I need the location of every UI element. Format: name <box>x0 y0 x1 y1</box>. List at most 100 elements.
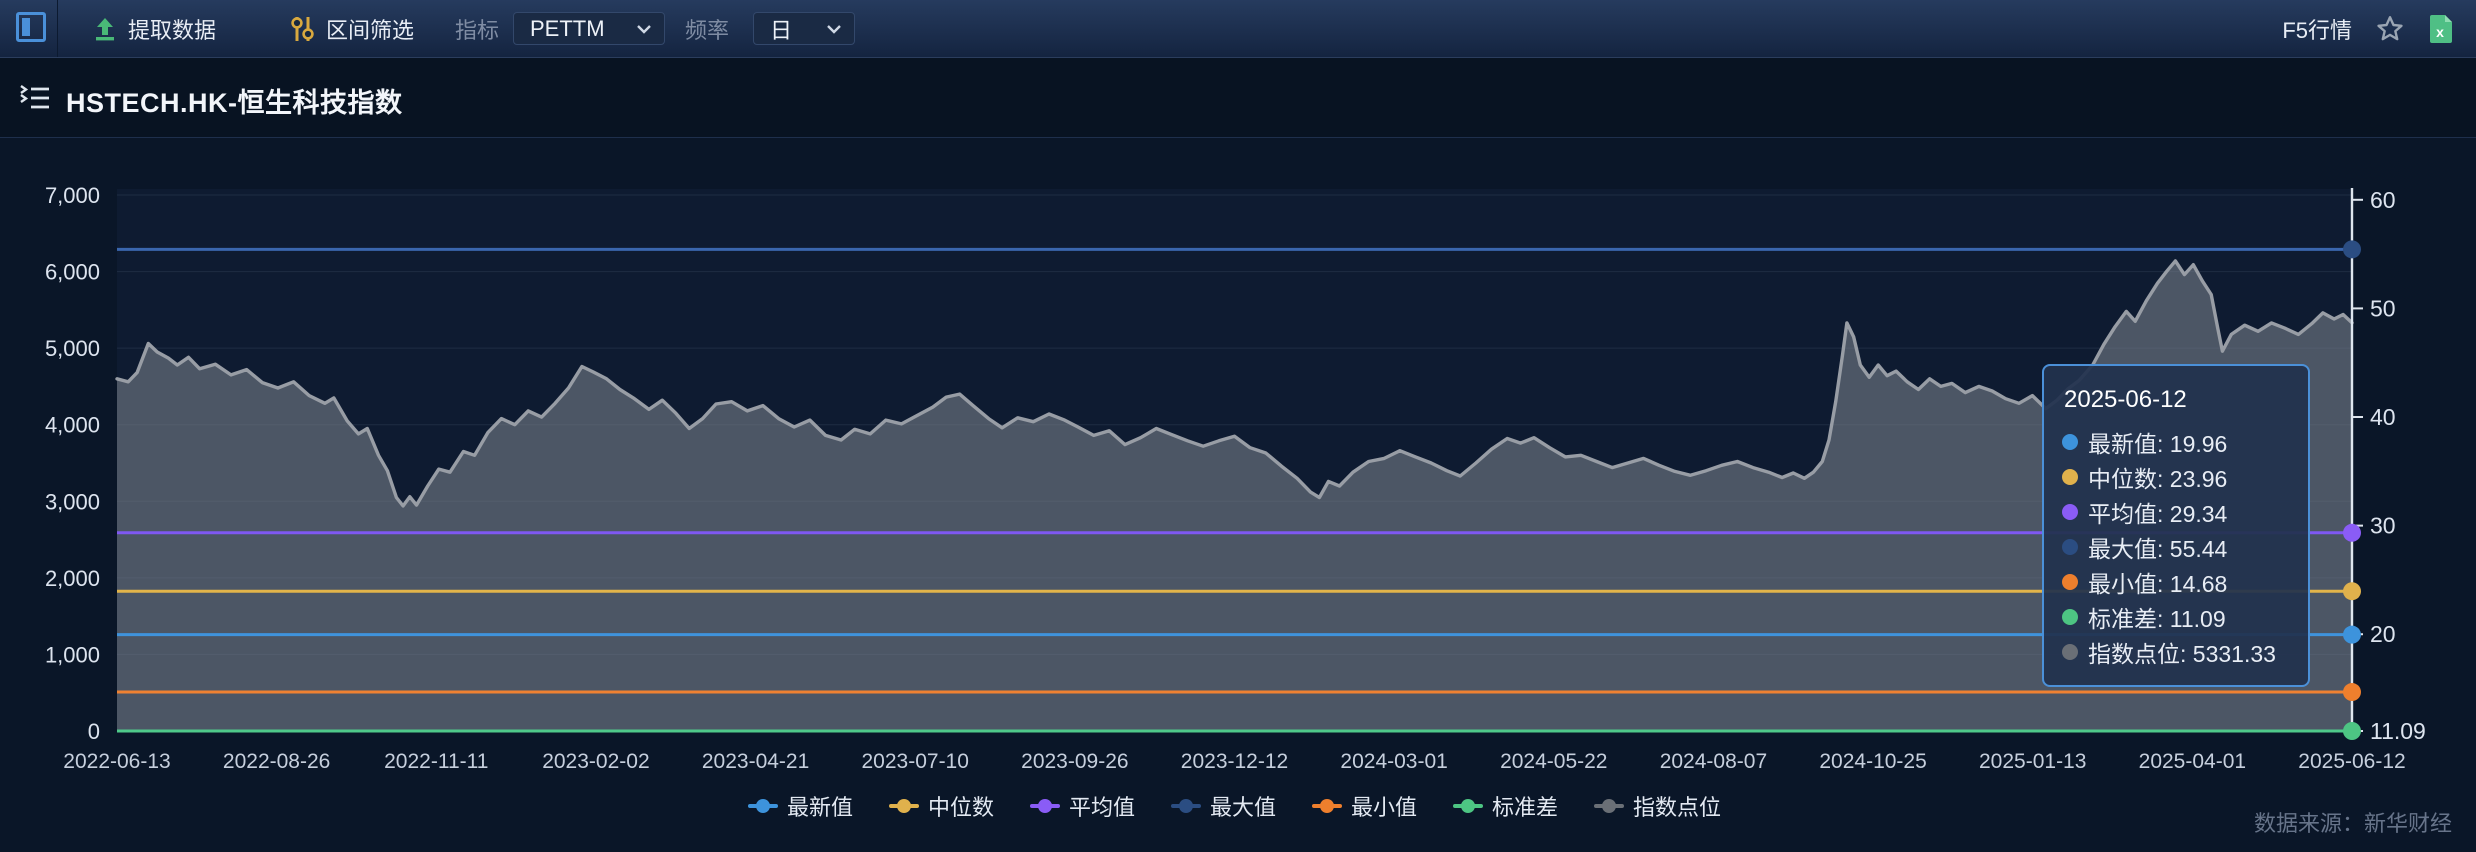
x-axis-tick-label: 2023-07-10 <box>862 750 969 773</box>
legend-item-label: 指数点位 <box>1633 795 1722 820</box>
stat-endpoint-dot-最新值 <box>2343 625 2361 644</box>
tooltip-row-text: 最新值: 19.96 <box>2088 430 2228 457</box>
tooltip-row-标准差: 标准差: 11.09 <box>2062 599 2290 634</box>
toolbar-divider <box>57 0 58 57</box>
left-axis-tick-label: 5,000 <box>45 336 100 361</box>
tooltip-series-dot <box>2062 643 2078 660</box>
data-source-note: 数据来源：新华财经 <box>2253 811 2452 836</box>
tooltip-series-dot <box>2062 538 2078 555</box>
tooltip-row-指数点位: 指数点位: 5331.33 <box>2062 634 2290 669</box>
x-axis-tick-label: 2022-11-11 <box>384 750 488 773</box>
frequency-value: 日 <box>770 17 793 43</box>
left-axis-tick-label: 2,000 <box>45 566 100 591</box>
page-title: HSTECH.HK-恒生科技指数 <box>66 88 403 118</box>
outline-list-icon[interactable] <box>18 83 52 113</box>
chevron-down-icon <box>637 24 651 34</box>
tooltip-series-dot <box>2062 573 2078 590</box>
legend-item-label: 最小值 <box>1351 795 1418 820</box>
indicator-value: PETTM <box>530 15 605 41</box>
legend-item-label: 平均值 <box>1068 795 1135 820</box>
legend-item-最新值[interactable]: 最新值 <box>747 790 853 822</box>
legend-item-label: 标准差 <box>1492 795 1559 820</box>
legend-marker-icon <box>1029 799 1060 813</box>
left-axis-tick-label: 4,000 <box>45 413 100 438</box>
filter-sliders-icon <box>291 16 314 41</box>
frequency-label: 频率 <box>685 17 730 43</box>
x-axis-tick-label: 2024-08-07 <box>1660 750 1767 773</box>
legend-item-中位数[interactable]: 中位数 <box>888 790 994 822</box>
legend-item-标准差[interactable]: 标准差 <box>1453 790 1558 822</box>
x-axis-tick-label: 2025-01-13 <box>1979 750 2086 773</box>
range-filter-button[interactable]: 区间筛选 <box>288 0 414 57</box>
legend-item-平均值[interactable]: 平均值 <box>1029 790 1135 822</box>
chart-legend: 最新值 中位数 平均值 最大值 最小值 标准差 指数点位 <box>117 790 2352 822</box>
x-axis-tick-label: 2024-10-25 <box>1819 750 1926 773</box>
left-axis-tick-label: 0 <box>88 719 100 744</box>
tooltip-row-text: 标准差: 11.09 <box>2088 605 2226 632</box>
right-axis-tick-label: 50 <box>2370 295 2396 321</box>
left-axis-tick-label: 1,000 <box>45 642 100 667</box>
tooltip-series-dot <box>2062 503 2078 520</box>
range-filter-label: 区间筛选 <box>326 17 415 43</box>
legend-marker-icon <box>888 799 919 813</box>
x-axis-tick-label: 2025-06-12 <box>2298 750 2405 773</box>
f5-quote-link[interactable]: F5行情 <box>2282 17 2352 43</box>
tooltip-row-平均值: 平均值: 29.34 <box>2062 494 2290 529</box>
left-axis-tick-label: 7,000 <box>45 183 100 208</box>
indicator-select[interactable]: PETTM <box>513 12 665 45</box>
left-axis-tick-label: 3,000 <box>45 489 100 514</box>
legend-item-label: 最新值 <box>786 795 853 820</box>
x-axis-tick-label: 2022-06-13 <box>63 750 170 773</box>
x-axis-tick-label: 2022-08-26 <box>223 750 330 773</box>
stat-endpoint-dot-中位数 <box>2343 582 2361 601</box>
legend-item-最小值[interactable]: 最小值 <box>1312 790 1417 822</box>
svg-text:x: x <box>2436 24 2444 40</box>
star-favorite-icon[interactable] <box>2374 13 2406 45</box>
x-axis-tick-label: 2023-04-21 <box>702 750 809 773</box>
left-axis-tick-label: 6,000 <box>45 260 100 285</box>
legend-marker-icon <box>1312 799 1342 813</box>
tooltip-series-dot <box>2062 433 2078 450</box>
index-area-fill <box>117 260 2352 731</box>
legend-item-label: 最大值 <box>1209 795 1276 820</box>
upload-icon <box>96 17 114 40</box>
excel-export-icon[interactable]: x <box>2428 14 2454 44</box>
legend-marker-icon <box>1170 799 1201 813</box>
legend-marker-icon <box>747 799 778 813</box>
tooltip-series-dot <box>2062 468 2078 485</box>
right-axis-tick-label: 11.09 <box>2370 718 2426 744</box>
x-axis-tick-label: 2024-05-22 <box>1500 750 1607 773</box>
tooltip-row-text: 指数点位: 5331.33 <box>2088 640 2276 667</box>
x-axis-tick-label: 2024-03-01 <box>1340 750 1447 773</box>
sidebar-collapse-icon[interactable] <box>16 12 46 42</box>
tooltip-row-最新值: 最新值: 19.96 <box>2062 424 2290 459</box>
title-bar: HSTECH.HK-恒生科技指数 <box>0 57 2476 138</box>
chevron-down-icon <box>827 24 841 34</box>
stat-endpoint-dot-平均值 <box>2343 523 2361 542</box>
legend-item-指数点位[interactable]: 指数点位 <box>1594 790 1721 822</box>
tooltip-row-中位数: 中位数: 23.96 <box>2062 459 2290 494</box>
right-axis-tick-label: 20 <box>2370 621 2396 647</box>
legend-item-最大值[interactable]: 最大值 <box>1170 790 1276 822</box>
extract-data-button[interactable]: 提取数据 <box>92 0 216 57</box>
stat-endpoint-dot-最小值 <box>2343 683 2361 702</box>
tooltip-date: 2025-06-12 <box>2064 386 2187 413</box>
extract-data-label: 提取数据 <box>128 17 217 43</box>
legend-marker-icon <box>1453 799 1484 813</box>
toolbar: 提取数据 区间筛选 指标 PETTM 频率 日 <box>0 0 2476 58</box>
tooltip-series-dot <box>2062 608 2078 625</box>
frequency-select[interactable]: 日 <box>753 12 855 45</box>
x-axis-tick-label: 2023-09-26 <box>1021 750 1128 773</box>
tooltip-row-text: 平均值: 29.34 <box>2088 500 2228 527</box>
right-axis-tick-label: 60 <box>2370 187 2396 213</box>
right-axis-tick-label: 40 <box>2370 404 2396 430</box>
x-axis-tick-label: 2023-12-12 <box>1181 750 1288 773</box>
stat-endpoint-dot-最大值 <box>2343 240 2361 259</box>
legend-marker-icon <box>1594 799 1625 813</box>
tooltip-row-text: 最小值: 14.68 <box>2088 570 2228 597</box>
tooltip-row-最小值: 最小值: 14.68 <box>2062 564 2290 599</box>
chart-tooltip: 2025-06-12 最新值: 19.96 中位数: 23.96 平均值: 29.3… <box>2042 364 2310 687</box>
stat-endpoint-dot-标准差 <box>2343 722 2361 740</box>
